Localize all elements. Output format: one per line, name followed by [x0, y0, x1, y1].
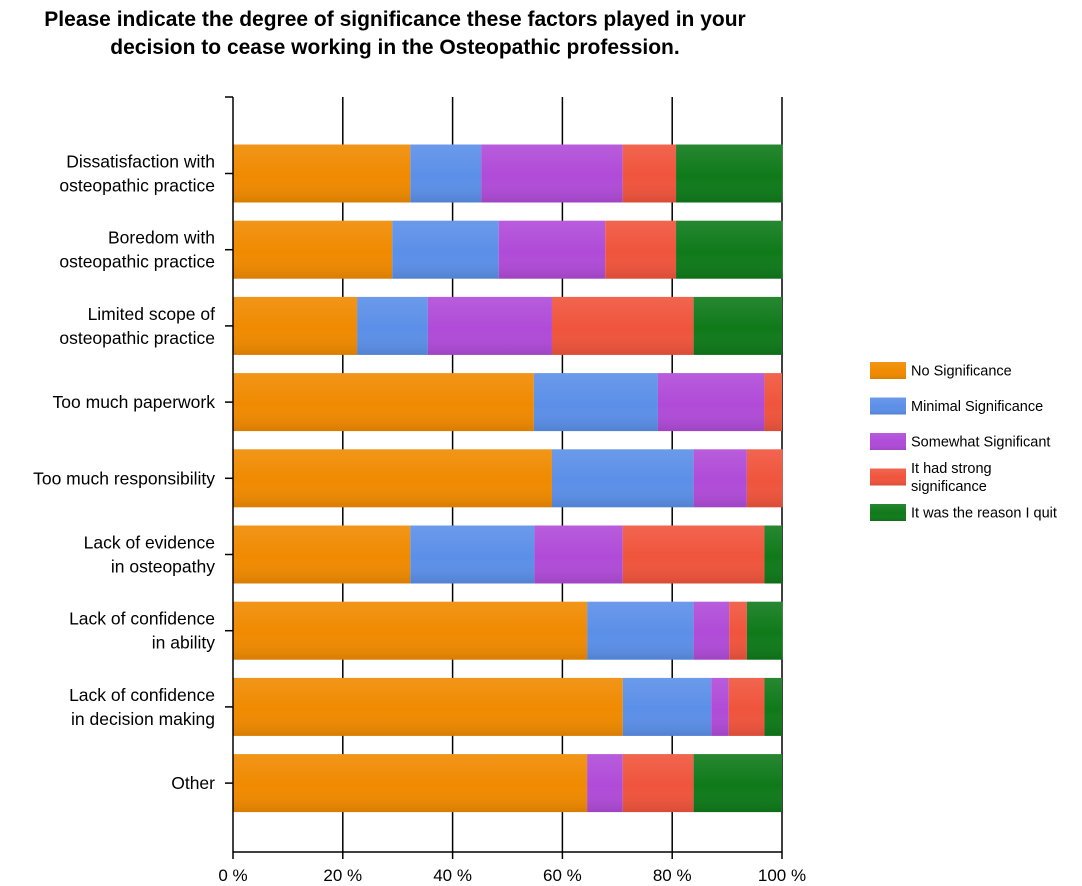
- bar-segment-shade: [764, 525, 782, 584]
- chart-title: Please indicate the degree of significan…: [44, 8, 746, 59]
- category-label-line: Lack of confidence: [69, 685, 215, 705]
- bar-segment-shade: [622, 677, 712, 736]
- bar-segment-shade: [746, 449, 783, 508]
- x-tick-label: 20 %: [323, 866, 362, 885]
- bar-segment-shade: [711, 677, 729, 736]
- bar-segment-shade: [534, 525, 623, 584]
- bar-segment-shade: [676, 220, 783, 279]
- category-label-line: Lack of confidence: [69, 609, 215, 629]
- bar-segment-shade: [427, 296, 552, 355]
- bar-segment-shade: [764, 373, 782, 432]
- category-label-line: in decision making: [71, 709, 215, 729]
- legend-label-line: It had strong: [911, 461, 992, 477]
- bar-segment-shade: [233, 754, 588, 813]
- bar-segment-shade: [622, 144, 677, 203]
- bar-segment-shade: [676, 144, 783, 203]
- category-label: Lack of confidence in decision making: [69, 685, 215, 729]
- x-tick-label: 0 %: [218, 866, 247, 885]
- category-label: Dissatisfaction with osteopathic practice: [59, 152, 215, 196]
- bar-segment-shade: [233, 449, 552, 508]
- bar-segment-shade: [587, 754, 623, 813]
- bars: [233, 144, 783, 813]
- bar-segment-shade: [233, 296, 358, 355]
- category-label-line: Too much paperwork: [53, 392, 216, 412]
- bar-segment-shade: [551, 296, 694, 355]
- legend-label: No Significance: [911, 364, 1012, 380]
- legend-label-line: It was the reason I quit: [911, 506, 1057, 522]
- bar-segment-shade: [657, 373, 765, 432]
- legend: No Significance Minimal Significance Somew…: [870, 362, 1057, 522]
- bar-segment-shade: [693, 754, 782, 813]
- legend-label-line: significance: [911, 479, 987, 495]
- x-tick-label: 100 %: [758, 866, 806, 885]
- category-label-line: in osteopathy: [111, 557, 215, 577]
- category-label: Limited scope of osteopathic practice: [59, 304, 215, 348]
- bar-segment-shade: [357, 296, 428, 355]
- bar-segment-shade: [693, 296, 782, 355]
- legend-label-line: Somewhat Significant: [911, 435, 1050, 451]
- legend-label: It was the reason I quit: [911, 506, 1057, 522]
- category-labels: Dissatisfaction with osteopathic practice…: [33, 152, 215, 794]
- bar-segment-shade: [233, 220, 393, 279]
- category-label-line: Other: [171, 773, 215, 793]
- bar-segment-shade: [551, 449, 694, 508]
- category-label-line: Too much responsibility: [33, 468, 215, 488]
- bar-segment-shade: [498, 220, 606, 279]
- legend-label-line: No Significance: [911, 364, 1012, 380]
- category-label: Lack of evidence in osteopathy: [84, 533, 216, 577]
- bar-segment-shade: [605, 220, 677, 279]
- bar-segment-shade: [233, 525, 411, 584]
- legend-label: It had strong significance: [911, 461, 992, 495]
- bar-segment-shade: [233, 677, 623, 736]
- category-label-line: Boredom with: [108, 228, 215, 248]
- category-label: Lack of confidence in ability: [69, 609, 215, 653]
- category-label: Other: [171, 773, 215, 793]
- x-tick-label: 40 %: [433, 866, 472, 885]
- legend-swatch-shade: [870, 433, 906, 450]
- category-label-line: osteopathic practice: [59, 176, 215, 196]
- legend-label: Minimal Significance: [911, 399, 1043, 415]
- bar-segment-shade: [622, 525, 765, 584]
- bar-segment-shade: [622, 754, 694, 813]
- bar-segment-shade: [410, 144, 482, 203]
- x-tick-label: 80 %: [653, 866, 692, 885]
- category-label-line: in ability: [152, 633, 215, 653]
- category-label: Too much responsibility: [33, 468, 215, 488]
- bar-segment-shade: [410, 525, 535, 584]
- category-label-line: Limited scope of: [88, 304, 216, 324]
- bar-segment-shade: [764, 677, 782, 736]
- bar-segment-shade: [392, 220, 499, 279]
- bar-segment-shade: [587, 601, 694, 660]
- bar-segment-shade: [533, 373, 658, 432]
- category-label-line: osteopathic practice: [59, 328, 215, 348]
- bar-segment-shade: [233, 601, 588, 660]
- legend-swatch-shade: [870, 362, 906, 379]
- x-tick-labels: 0 % 20 % 40 % 60 % 80 % 100 %: [218, 866, 806, 885]
- category-label-line: Lack of evidence: [84, 533, 215, 553]
- legend-label: Somewhat Significant: [911, 435, 1050, 451]
- bar-segment-shade: [728, 677, 765, 736]
- bar-segment-shade: [693, 601, 730, 660]
- bar-segment-shade: [693, 449, 747, 508]
- bar-segment-shade: [233, 144, 411, 203]
- category-label-line: osteopathic practice: [59, 252, 215, 272]
- category-label: Boredom with osteopathic practice: [59, 228, 215, 272]
- axes: [225, 96, 783, 859]
- bar-segment-shade: [729, 601, 747, 660]
- bar-segment-shade: [233, 373, 534, 432]
- x-tick-label: 60 %: [543, 866, 582, 885]
- legend-label-line: Minimal Significance: [911, 399, 1043, 415]
- legend-swatch-shade: [870, 468, 906, 486]
- category-label: Too much paperwork: [53, 392, 216, 412]
- bar-segment-shade: [746, 601, 783, 660]
- category-label-line: Dissatisfaction with: [66, 152, 215, 172]
- bar-segment-shade: [481, 144, 623, 203]
- legend-swatch-shade: [870, 397, 906, 415]
- legend-swatch-shade: [870, 504, 906, 521]
